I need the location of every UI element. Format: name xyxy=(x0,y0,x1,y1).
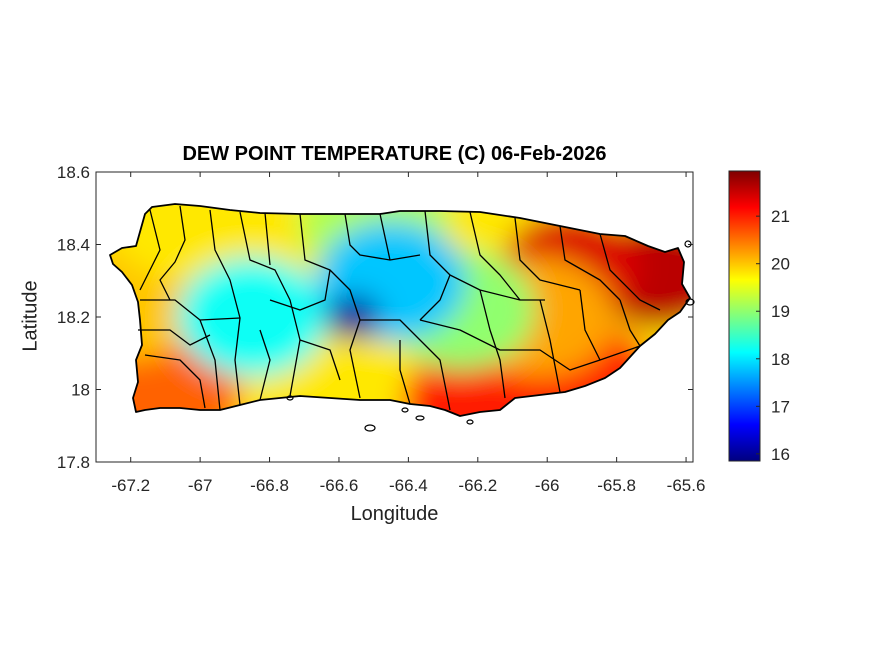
colorbar-tick-label: 18 xyxy=(771,350,790,369)
x-tick-label: -66.2 xyxy=(458,476,497,495)
colorbar-tick-label: 17 xyxy=(771,397,790,416)
offshore-islets xyxy=(286,240,695,432)
x-axis: -67.2 -67 -66.8 -66.6 -66.4 -66.2 -66 -65.8 -65.… xyxy=(111,172,705,495)
y-axis-label: Latitude xyxy=(19,280,42,352)
x-tick-label: -67 xyxy=(188,476,213,495)
colorbar-tick-label: 16 xyxy=(771,445,790,464)
x-tick-label: -65.6 xyxy=(667,476,706,495)
y-tick-label: 17.8 xyxy=(57,453,90,472)
field-sample-west-central xyxy=(177,257,328,377)
x-axis-label: Longitude xyxy=(350,503,439,525)
y-tick-label: 18.4 xyxy=(57,236,90,255)
x-tick-label: -67.2 xyxy=(111,476,150,495)
colorbar-tick-label: 20 xyxy=(771,255,790,274)
municipality-borders xyxy=(138,205,661,411)
colorbar-tick-label: 19 xyxy=(771,302,790,321)
x-tick-label: -66.4 xyxy=(389,476,428,495)
chart-title: DEW POINT TEMPERATURE (C) 06-Feb-2026 xyxy=(182,143,607,165)
field-sample-central-minimum xyxy=(325,295,381,339)
colorbar-ticks: 21 20 19 18 17 16 xyxy=(756,207,790,464)
field-sample-south-coast xyxy=(402,344,553,416)
x-tick-label: -66.8 xyxy=(250,476,289,495)
y-axis: 18.6 18.4 18.2 18 17.8 xyxy=(57,163,693,472)
island-outline xyxy=(109,203,691,417)
y-tick-label: 18.6 xyxy=(57,163,90,182)
colorbar-tick-label: 21 xyxy=(771,207,790,226)
x-tick-label: -66 xyxy=(535,476,560,495)
x-tick-label: -66.6 xyxy=(320,476,359,495)
y-tick-label: 18.2 xyxy=(57,308,90,327)
field-sample-north-west-coast xyxy=(110,204,258,280)
x-tick-label: -65.8 xyxy=(597,476,636,495)
colorbar xyxy=(728,170,761,462)
y-tick-label: 18 xyxy=(71,381,90,400)
